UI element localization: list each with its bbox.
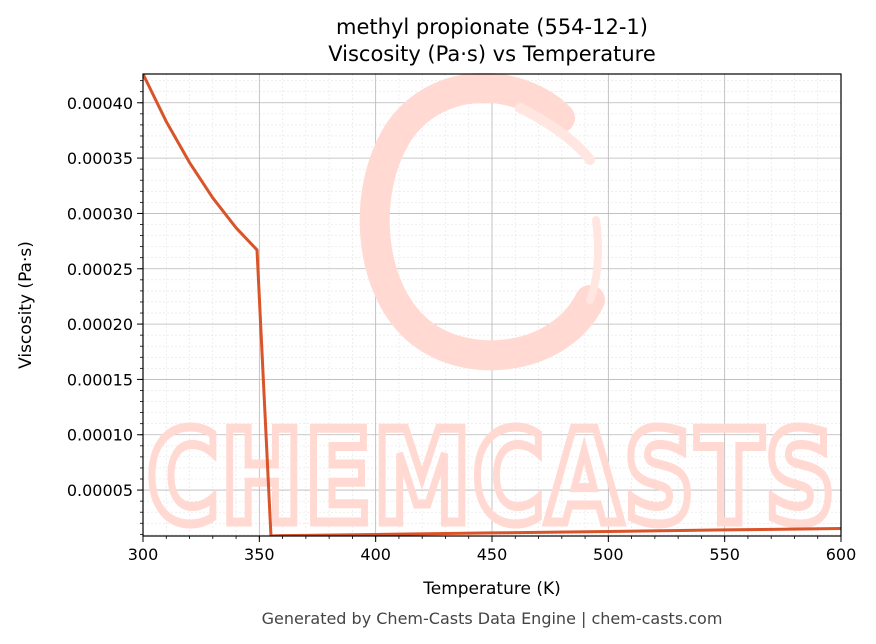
chart-subtitle: Viscosity (Pa·s) vs Temperature xyxy=(328,42,656,66)
x-tick-label: 300 xyxy=(128,545,159,564)
x-tick-label: 600 xyxy=(826,545,857,564)
y-tick-label: 0.00015 xyxy=(67,370,133,389)
y-tick-label: 0.00035 xyxy=(67,149,133,168)
y-axis-label: Viscosity (Pa·s) xyxy=(16,241,36,369)
x-tick-label: 400 xyxy=(360,545,391,564)
y-axis: 0.00005 0.00010 0.00015 0.00020 0.00025 0.000… xyxy=(67,80,143,535)
x-tick-label: 500 xyxy=(593,545,624,564)
x-tick-label: 350 xyxy=(244,545,275,564)
watermark-logo-ring xyxy=(359,72,605,371)
plot-area: CHEMCASTS xyxy=(142,72,842,558)
chart-title: methyl propionate (554-12-1) xyxy=(336,15,648,39)
x-axis-label: Temperature (K) xyxy=(422,579,561,599)
footer-credit: Generated by Chem-Casts Data Engine | ch… xyxy=(262,609,723,628)
x-axis: 300 350 400 450 500 550 600 xyxy=(128,536,857,564)
x-tick-label: 450 xyxy=(477,545,508,564)
y-tick-label: 0.00005 xyxy=(67,481,133,500)
series-layer xyxy=(143,74,841,536)
y-tick-label: 0.00030 xyxy=(67,204,133,223)
y-tick-label: 0.00040 xyxy=(67,94,133,113)
y-tick-label: 0.00010 xyxy=(67,426,133,445)
y-tick-label: 0.00020 xyxy=(67,315,133,334)
y-tick-label: 0.00025 xyxy=(67,260,133,279)
series-line xyxy=(143,74,841,536)
x-tick-label: 550 xyxy=(709,545,740,564)
